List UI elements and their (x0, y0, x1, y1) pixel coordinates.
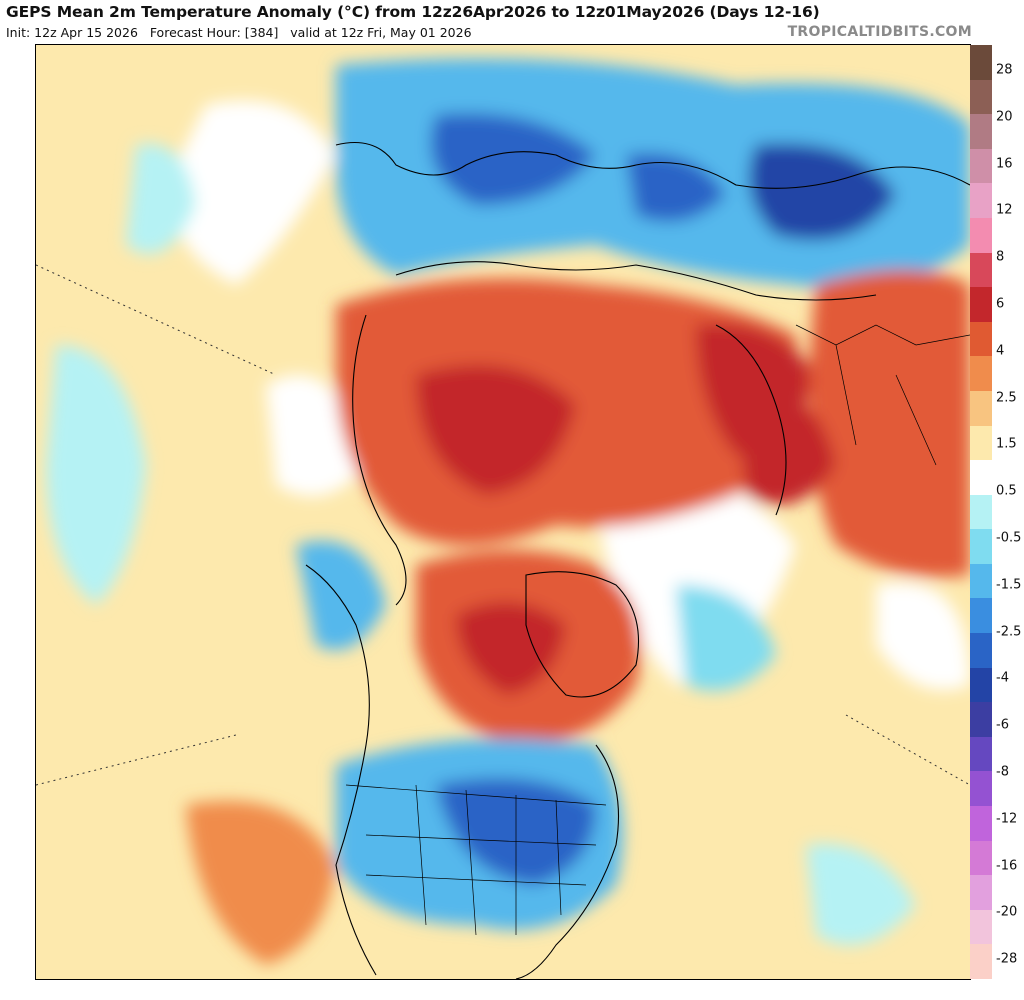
colorbar-segment (970, 494, 992, 530)
colorbar-segment (970, 702, 992, 738)
state-border (415, 784, 562, 936)
north-america-east-coast (515, 744, 620, 979)
colorbar-segment (970, 667, 992, 703)
colorbar-label: -6 (996, 717, 1009, 733)
colorbar-label: 12 (996, 202, 1013, 218)
colorbar-segment (970, 183, 992, 219)
colorbar-segment (970, 356, 992, 392)
colorbar-label: 0.5 (996, 483, 1017, 499)
anomaly-map-canvas (36, 45, 970, 979)
colorbar-segment (970, 840, 992, 876)
colorbar-segment (970, 736, 992, 772)
us-canada-border (345, 784, 607, 806)
colorbar-segment (970, 287, 992, 323)
country-border (795, 324, 970, 466)
colorbar-segment (970, 217, 992, 254)
colorbar-label: -0.5 (996, 530, 1022, 546)
colorbar-label: 28 (996, 62, 1013, 78)
north-america-west-coast (305, 564, 377, 976)
political-borders (345, 324, 970, 936)
colorbar-segment (970, 806, 992, 842)
colorbar-segment (970, 633, 992, 669)
colorbar-segment (970, 321, 992, 357)
colorbar-label: 20 (996, 109, 1013, 125)
warm-anomaly-region (736, 391, 836, 505)
warm-anomaly-region (416, 365, 576, 495)
colorbar-segment (970, 909, 992, 945)
coastline (395, 261, 877, 301)
colorbar-label: -20 (996, 904, 1018, 920)
colorbar-label: -1.5 (996, 577, 1022, 593)
colorbar-label: 16 (996, 156, 1013, 172)
latitude-line (36, 264, 277, 376)
map-title: GEPS Mean 2m Temperature Anomaly (°C) fr… (6, 3, 820, 21)
colorbar-label: -16 (996, 858, 1018, 874)
cold-anomaly-region (296, 541, 386, 650)
colorbar-label: 6 (996, 296, 1005, 312)
colorbar-segment (970, 875, 992, 911)
map-subtitle: Init: 12z Apr 15 2026 Forecast Hour: [38… (6, 25, 472, 40)
cold-anomaly-region (626, 153, 726, 222)
colorbar-segment (970, 252, 992, 288)
colorbar-segment (970, 944, 992, 980)
colorbar-segment (970, 148, 992, 184)
coastline (335, 141, 970, 189)
warm-anomaly-region (809, 270, 970, 577)
coastline (715, 324, 787, 516)
cold-anomaly-region (431, 113, 596, 205)
anomaly-map (35, 44, 971, 980)
colorbar-segment (970, 45, 992, 81)
colorbar-label: -8 (996, 764, 1009, 780)
colorbar-segment (970, 598, 992, 634)
greenland-coast (525, 571, 639, 698)
colorbar-segment (970, 460, 992, 496)
neutral-zone (172, 100, 336, 285)
colorbar-segment (970, 771, 992, 807)
colorbar-label: -28 (996, 951, 1018, 967)
coastline (352, 314, 407, 606)
colorbar-segment (970, 529, 992, 565)
cool-ocean-zone (806, 843, 916, 945)
temperature-colorbar (970, 45, 992, 980)
colorbar-label: 8 (996, 249, 1005, 265)
neutral-zone (876, 582, 970, 690)
colorbar-label: -4 (996, 670, 1009, 686)
cool-ocean-zone (46, 345, 146, 605)
cool-ocean-zone (676, 585, 776, 691)
colorbar-label: -2.5 (996, 624, 1022, 640)
colorbar-segment (970, 425, 992, 461)
colorbar-segment (970, 114, 992, 150)
colorbar-label: 4 (996, 343, 1005, 359)
colorbar-segment (970, 79, 992, 115)
source-credit[interactable]: TROPICALTIDBITS.COM (787, 24, 972, 40)
warm-anomaly-region (186, 801, 336, 965)
colorbar-segment (970, 563, 992, 599)
warm-anomaly-region (456, 602, 566, 695)
grid-lines (36, 264, 970, 786)
state-border (365, 874, 587, 886)
cold-anomaly-region (749, 143, 896, 240)
colorbar-label: -12 (996, 811, 1018, 827)
cool-ocean-zone (126, 143, 196, 254)
latitude-line (36, 734, 237, 786)
coastlines (305, 141, 970, 979)
colorbar-segment (970, 390, 992, 426)
colorbar-label: 1.5 (996, 436, 1017, 452)
colorbar-label: 2.5 (996, 390, 1017, 406)
